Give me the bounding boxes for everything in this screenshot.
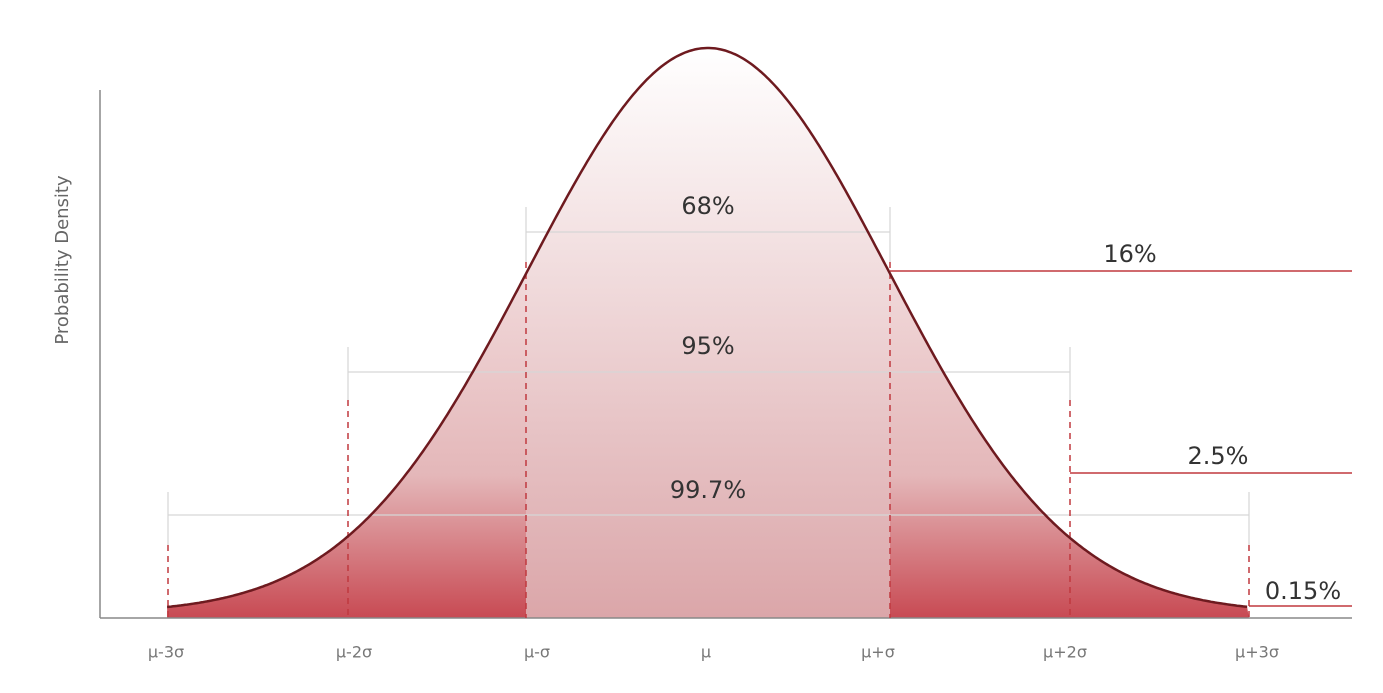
interval-label: 95% <box>681 332 734 360</box>
tail-label: 2.5% <box>1188 442 1249 470</box>
tail-label: 0.15% <box>1265 577 1341 605</box>
x-tick-label: μ-σ <box>524 643 550 662</box>
curve-area <box>167 48 1249 618</box>
x-tick-label: μ-2σ <box>336 643 372 662</box>
x-tick-label: μ+3σ <box>1235 643 1279 662</box>
x-tick-label: μ+2σ <box>1043 643 1087 662</box>
x-tick-label: μ-3σ <box>148 643 184 662</box>
tail-lines <box>890 270 1352 607</box>
x-tick-label: μ <box>701 643 711 662</box>
y-axis-label: Probability Density <box>52 175 73 345</box>
x-tick-label: μ+σ <box>861 643 895 662</box>
interval-label: 99.7% <box>670 476 746 504</box>
interval-label: 68% <box>681 192 734 220</box>
tail-label: 16% <box>1103 240 1156 268</box>
curve <box>166 46 1248 609</box>
area-fill <box>526 48 890 618</box>
